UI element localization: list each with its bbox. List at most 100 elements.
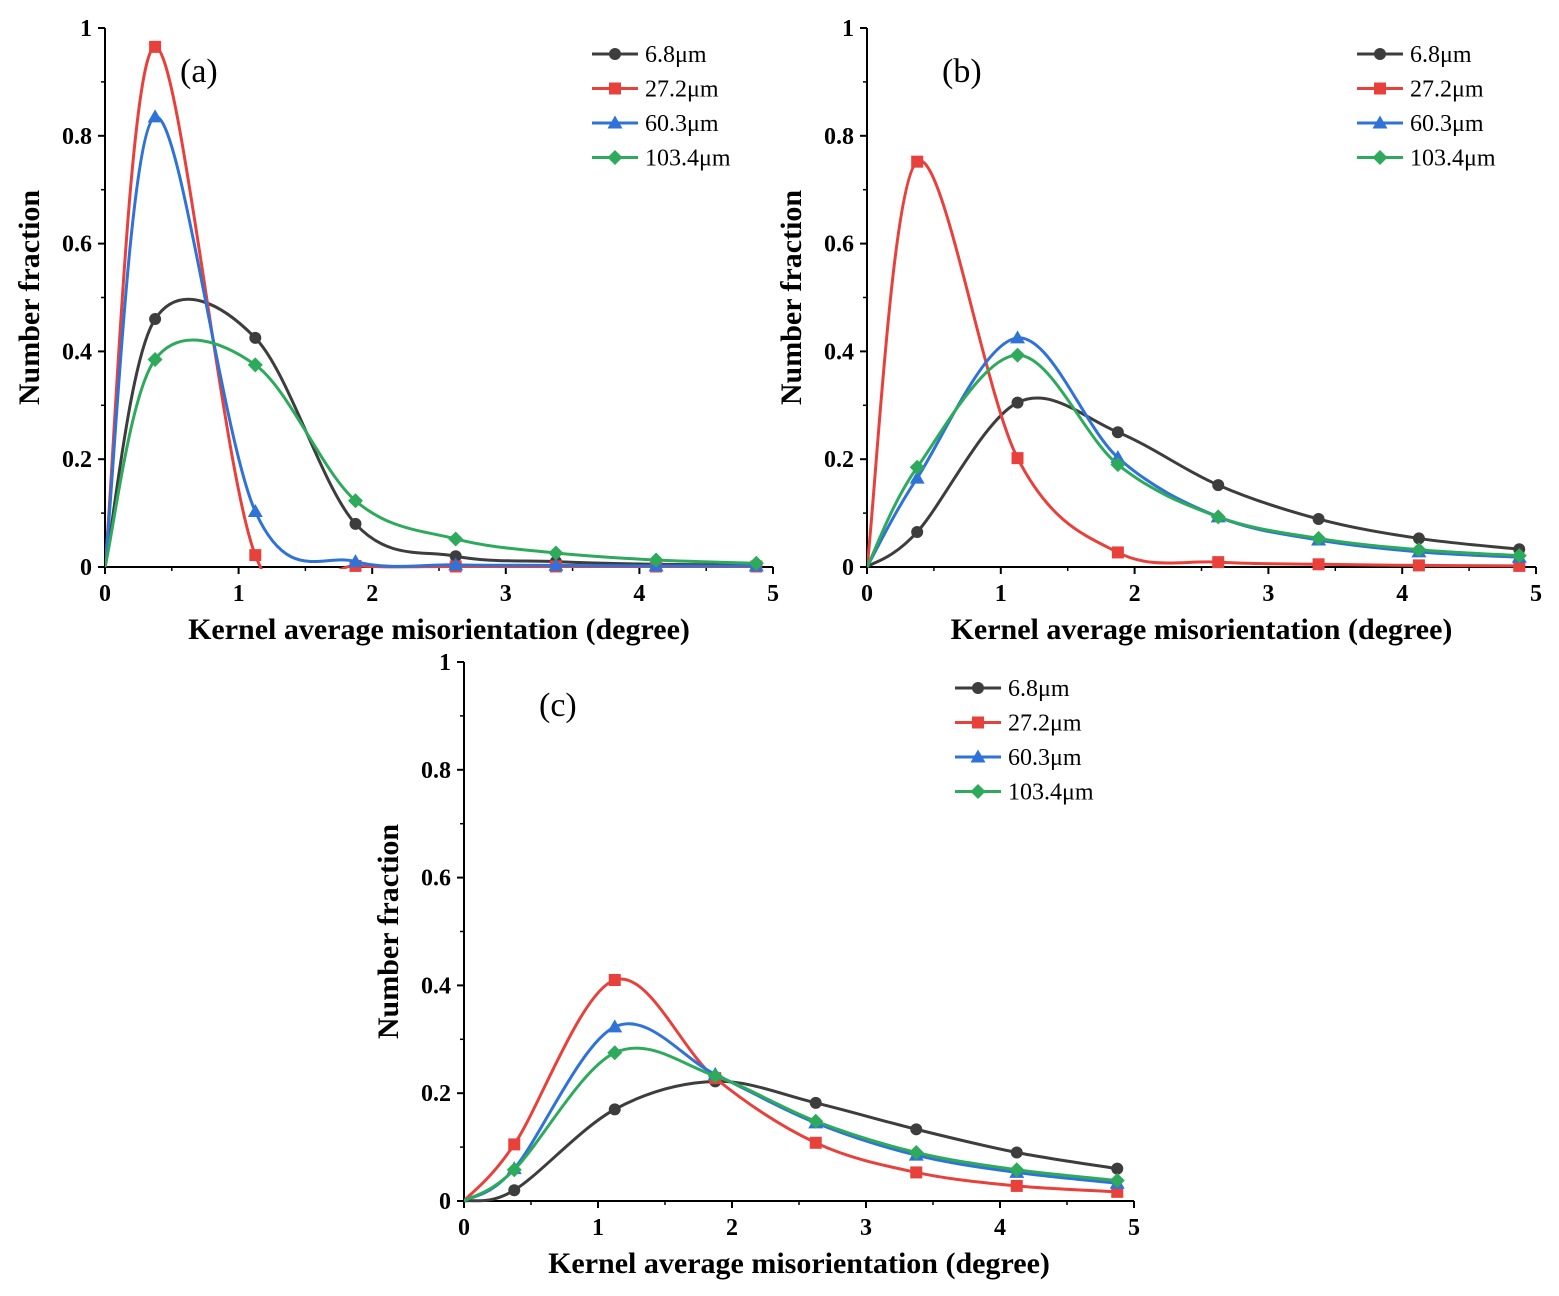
series-60.3μm	[867, 330, 1527, 568]
legend-label: 103.4μm	[1410, 146, 1496, 172]
y-axis-title: Number fraction	[13, 190, 46, 406]
legend-item: 60.3μm	[1357, 111, 1484, 137]
data-point	[1010, 347, 1026, 363]
legend-marker	[609, 48, 621, 60]
panel-label: (c)	[539, 687, 577, 724]
y-tick-label: 0.2	[824, 447, 854, 473]
data-point	[808, 1113, 824, 1129]
legend-item: 60.3μm	[592, 111, 719, 137]
x-axis-title: Kernel average misorientation (degree)	[951, 613, 1453, 646]
y-tick-label: 0	[439, 1189, 451, 1215]
data-point	[348, 493, 363, 509]
legend-label: 27.2μm	[1008, 711, 1082, 737]
data-point	[1513, 559, 1526, 572]
y-tick-label: 0.8	[62, 124, 92, 150]
legend-item: 27.2μm	[955, 711, 1082, 737]
x-tick-label: 0	[99, 581, 111, 607]
data-point	[247, 357, 263, 373]
x-tick-label: 4	[994, 1215, 1006, 1241]
data-point	[911, 525, 924, 538]
x-axis-title: Kernel average misorientation (degree)	[188, 613, 690, 646]
data-point	[1212, 556, 1225, 569]
data-point	[508, 1184, 521, 1197]
legend-marker	[970, 749, 986, 763]
x-tick-label: 4	[633, 581, 645, 607]
data-point	[1109, 1173, 1125, 1189]
legend-marker	[1372, 115, 1388, 129]
data-point	[508, 1138, 521, 1151]
x-tick-label: 1	[592, 1215, 604, 1241]
data-point	[1111, 1162, 1124, 1175]
data-point	[1111, 1185, 1124, 1198]
data-point	[548, 557, 564, 571]
data-point	[1011, 396, 1024, 409]
data-point	[149, 313, 162, 326]
y-tick-label: 0.4	[62, 339, 92, 365]
x-tick-label: 3	[860, 1215, 872, 1241]
data-point	[707, 1068, 723, 1084]
x-tick-label: 4	[1396, 581, 1408, 607]
legend-marker	[972, 682, 984, 694]
data-point	[348, 554, 363, 568]
data-point	[809, 1096, 822, 1109]
data-point	[449, 550, 462, 563]
data-point	[748, 555, 764, 571]
x-tick-label: 1	[995, 581, 1007, 607]
legend-label: 6.8μm	[645, 42, 707, 68]
legend-label: 60.3μm	[645, 111, 719, 137]
series-6.8μm	[464, 1075, 1124, 1203]
data-point	[608, 1103, 621, 1116]
data-point	[1412, 532, 1425, 545]
series-line	[105, 338, 757, 568]
data-point	[1010, 1179, 1023, 1192]
legend-item: 6.8μm	[592, 42, 707, 68]
legend-item: 6.8μm	[955, 676, 1070, 702]
data-point	[1210, 509, 1226, 525]
data-point	[1011, 452, 1024, 465]
data-point	[1311, 530, 1327, 546]
y-tick-label: 0.6	[421, 866, 451, 892]
y-tick-label: 0	[842, 555, 854, 581]
data-point	[1312, 558, 1325, 571]
legend-item: 27.2μm	[592, 77, 719, 103]
x-tick-label: 2	[366, 581, 378, 607]
data-point	[1111, 546, 1124, 559]
data-point	[349, 517, 362, 530]
y-tick-label: 0.6	[62, 232, 92, 258]
legend-item: 60.3μm	[955, 745, 1082, 771]
data-point	[1010, 1146, 1023, 1159]
legend-marker	[609, 82, 621, 95]
x-tick-label: 5	[1530, 581, 1542, 607]
legend-marker	[607, 115, 623, 129]
y-tick-label: 1	[842, 16, 854, 42]
legend-marker	[1372, 150, 1388, 165]
x-tick-label: 1	[233, 581, 245, 607]
x-tick-label: 0	[458, 1215, 470, 1241]
y-tick-label: 0	[80, 555, 92, 581]
y-tick-label: 0.4	[421, 973, 451, 999]
y-tick-label: 1	[439, 650, 451, 676]
legend-marker	[607, 150, 623, 165]
x-tick-label: 3	[1262, 581, 1274, 607]
data-point	[1412, 559, 1425, 572]
data-point	[1511, 548, 1527, 564]
legend-marker	[1374, 82, 1386, 95]
series-103.4μm	[105, 338, 764, 571]
legend-label: 27.2μm	[645, 77, 719, 103]
series-line	[464, 977, 1118, 1203]
data-point	[1111, 426, 1124, 439]
data-point	[548, 545, 564, 561]
legend-item: 27.2μm	[1357, 77, 1484, 103]
series-line	[867, 336, 1520, 568]
panel-b: 0 1 2 3 4 5 0 0.2 0.4 0.6 0.8 1 Kernel average misor…	[775, 16, 1542, 646]
y-axis-title: Number fraction	[372, 824, 405, 1040]
legend-label: 27.2μm	[1410, 77, 1484, 103]
data-point	[607, 1045, 623, 1061]
y-tick-label: 0.8	[421, 758, 451, 784]
series-27.2μm	[867, 155, 1526, 572]
y-tick-label: 0.8	[824, 124, 854, 150]
x-axis-title: Kernel average misorientation (degree)	[548, 1247, 1050, 1280]
legend-label: 60.3μm	[1008, 745, 1082, 771]
series-6.8μm	[867, 396, 1526, 569]
